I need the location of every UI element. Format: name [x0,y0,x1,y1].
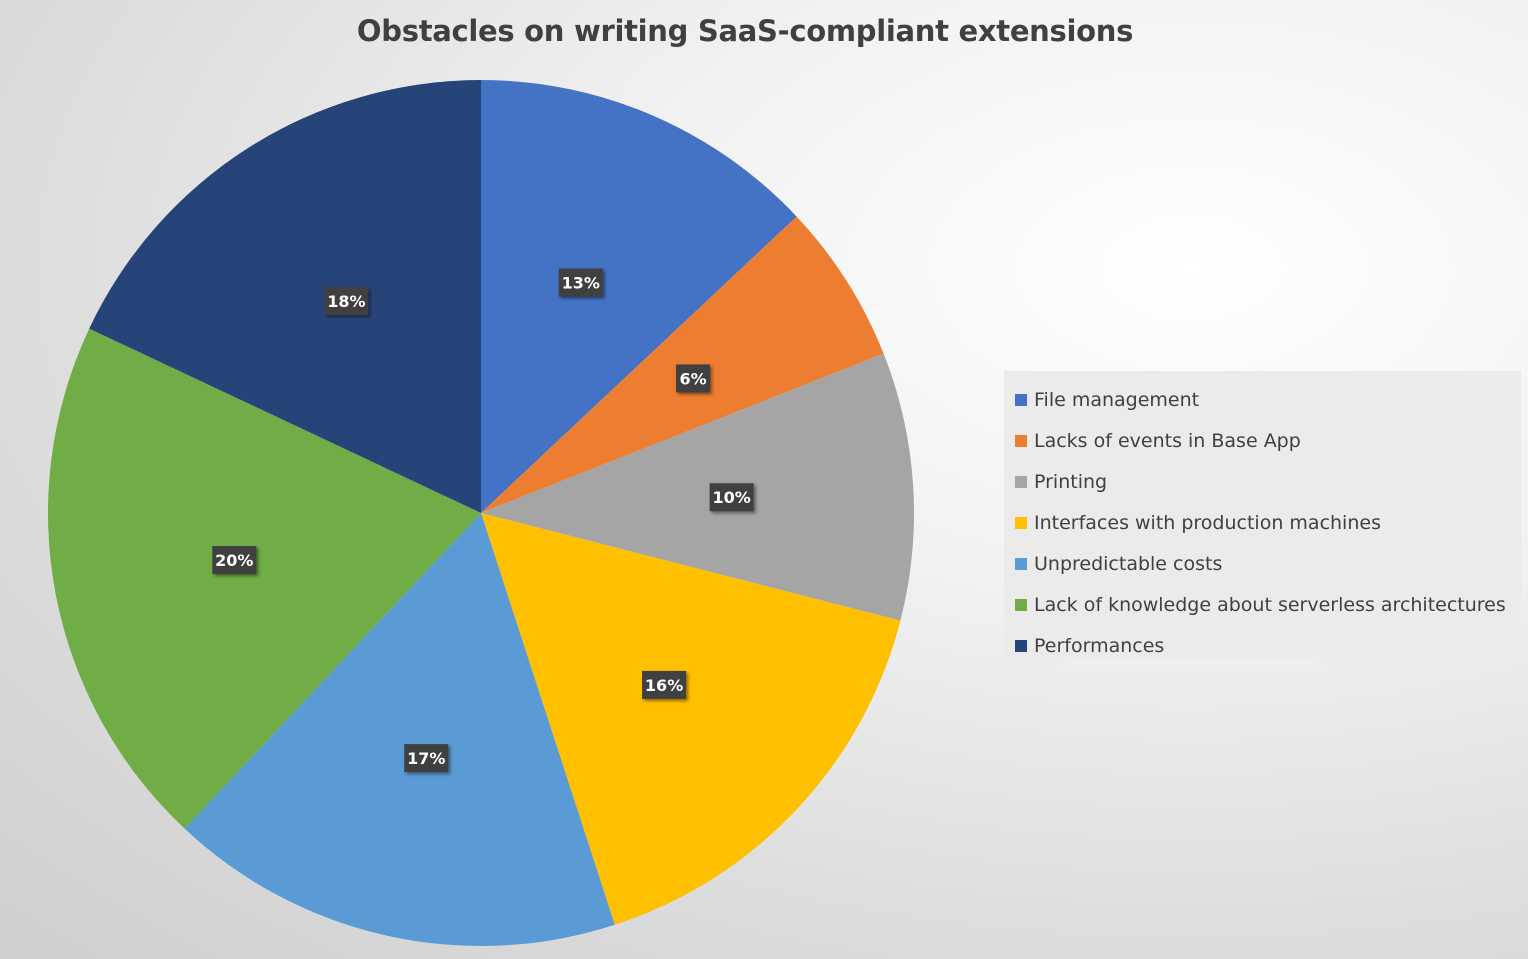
legend-item-file-management: File management [1004,379,1521,420]
legend-label: Performances [1034,634,1165,657]
legend-item-lacks-of-events-in-base-app: Lacks of events in Base App [1004,420,1521,461]
pie-slice-lack-of-knowledge-about-serverless-architectures [47,328,481,829]
data-label-file-management: 13% [558,268,603,297]
legend-label: Printing [1034,470,1108,493]
legend-swatch [1015,516,1027,529]
chart-title: Obstacles on writing SaaS-compliant exte… [356,14,1134,48]
data-label-text: 17% [407,749,445,768]
legend-item-performances: Performances [1004,625,1521,666]
pie-slice-performances [89,79,481,514]
legend-swatch [1015,598,1027,611]
legend-label: Interfaces with production machines [1034,511,1381,534]
data-label-box [404,744,449,773]
data-label-box [558,268,603,297]
data-label-box [212,546,257,575]
data-label-box [324,286,369,315]
data-label-text: 10% [712,488,750,507]
legend-label: Lack of knowledge about serverless archi… [1034,593,1506,616]
pie-slice-printing [481,353,914,621]
legend-item-interfaces-with-production-machines: Interfaces with production machines [1004,502,1521,543]
data-label-text: 16% [645,676,683,695]
legend-swatch [1015,434,1027,447]
data-label-text: 6% [679,369,706,388]
data-label-lack-of-knowledge-about-serverless-architectures: 20% [212,546,257,575]
data-label-unpredictable-costs: 17% [404,744,449,773]
data-label-text: 18% [327,292,365,311]
legend-label: File management [1034,388,1200,411]
legend-swatch [1015,557,1027,570]
legend-label: Unpredictable costs [1034,552,1223,575]
pie-slice-interfaces-with-production-machines [481,513,901,925]
legend-label: Lacks of events in Base App [1034,429,1301,452]
data-label-text: 20% [215,551,253,570]
data-label-lacks-of-events-in-base-app: 6% [676,364,711,393]
legend: File management Lacks of events in Base A… [1004,371,1521,658]
legend-item-unpredictable-costs: Unpredictable costs [1004,543,1521,584]
pie-slice-file-management [481,80,797,513]
legend-item-lack-of-knowledge-about-serverless-architectures: Lack of knowledge about serverless archi… [1004,584,1521,625]
data-label-text: 13% [562,274,600,293]
legend-swatch [1015,475,1027,488]
data-label-performances: 18% [324,286,369,315]
data-label-printing: 10% [709,483,754,512]
pie-slice-unpredictable-costs [184,513,615,947]
data-label-box [642,670,687,699]
data-label-box [676,364,711,393]
legend-swatch [1015,393,1027,406]
data-label-interfaces-with-production-machines: 16% [642,670,687,699]
legend-swatch [1015,639,1027,652]
data-label-box [709,483,754,512]
legend-item-printing: Printing [1004,461,1521,502]
